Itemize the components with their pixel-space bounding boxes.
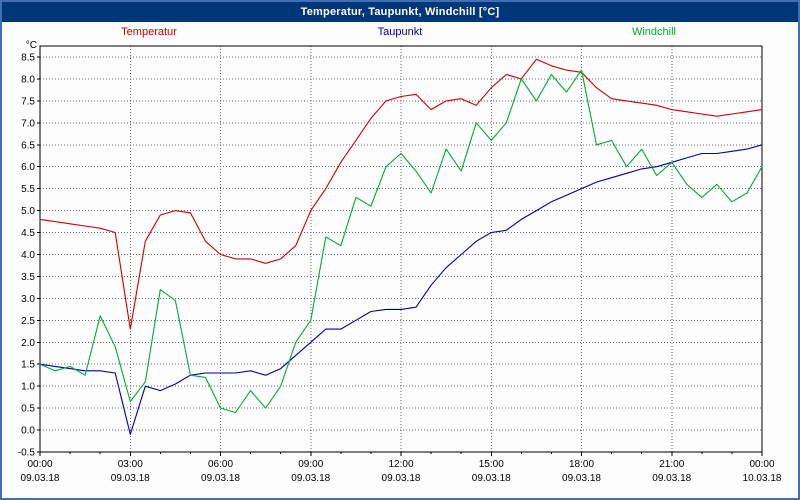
x-tick-time: 00:00	[27, 459, 52, 470]
x-tick-time: 12:00	[388, 459, 413, 470]
y-tick-label: 2.5	[21, 316, 35, 327]
x-tick-time: 18:00	[569, 459, 594, 470]
x-tick-date: 09.03.18	[562, 473, 601, 484]
y-tick-label: 1.0	[21, 382, 35, 393]
axis-layer: 8.5 8.0 7.5 7.0 6.5 6.0 5.5 5.0 4.5 4.0 3.5 3.0 2.5 2…	[18, 52, 782, 484]
x-tick-time: 09:00	[298, 459, 323, 470]
x-tick-date: 09.03.18	[472, 473, 511, 484]
series-layer	[39, 58, 763, 435]
y-tick-label: 6.0	[21, 162, 35, 173]
x-tick-time: 15:00	[479, 459, 504, 470]
x-tick-time: 21:00	[659, 459, 684, 470]
y-tick-label: 3.0	[21, 294, 35, 305]
y-tick-label: 5.0	[21, 206, 35, 217]
y-tick-label: 7.0	[21, 118, 35, 129]
y-tick-label: 6.5	[21, 140, 35, 151]
window-title: Temperatur, Taupunkt, Windchill [°C]	[2, 2, 798, 22]
x-tick-date: 09.03.18	[21, 473, 60, 484]
y-tick-label: 5.5	[21, 184, 35, 195]
y-tick-label: 1.5	[21, 360, 35, 371]
x-tick-date: 09.03.18	[382, 473, 421, 484]
legend-taupunkt: Taupunkt	[378, 26, 423, 38]
x-tick-time: 06:00	[208, 459, 233, 470]
chart-svg: Temperatur Taupunkt Windchill °C 8.5 8.0 7…	[18, 26, 782, 484]
y-tick-label: -0.5	[18, 448, 36, 459]
y-tick-label: 4.0	[21, 250, 35, 261]
y-tick-label: 8.5	[21, 52, 35, 63]
series-line-windchill	[39, 69, 763, 414]
y-tick-label: 0.5	[21, 404, 35, 415]
y-tick-label: 2.0	[21, 338, 35, 349]
legend-windchill: Windchill	[632, 26, 676, 38]
x-tick-time: 03:00	[118, 459, 143, 470]
y-tick-label: 8.0	[21, 74, 35, 85]
legend-temperatur: Temperatur	[121, 26, 177, 38]
x-tick-date: 09.03.18	[291, 473, 330, 484]
y-tick-label: 4.5	[21, 228, 35, 239]
x-tick-date: 09.03.18	[201, 473, 240, 484]
grid-layer	[40, 46, 762, 452]
x-tick-date: 09.03.18	[111, 473, 150, 484]
x-tick-time: 00:00	[749, 459, 774, 470]
series-line-taupunkt	[39, 144, 763, 435]
y-tick-label: 0.0	[21, 426, 35, 437]
series-line-temperatur	[39, 58, 763, 330]
y-tick-label: 3.5	[21, 272, 35, 283]
x-tick-date: 09.03.18	[652, 473, 691, 484]
y-axis-unit: °C	[26, 40, 37, 51]
y-tick-label: 7.5	[21, 96, 35, 107]
x-tick-date: 10.03.18	[743, 473, 782, 484]
